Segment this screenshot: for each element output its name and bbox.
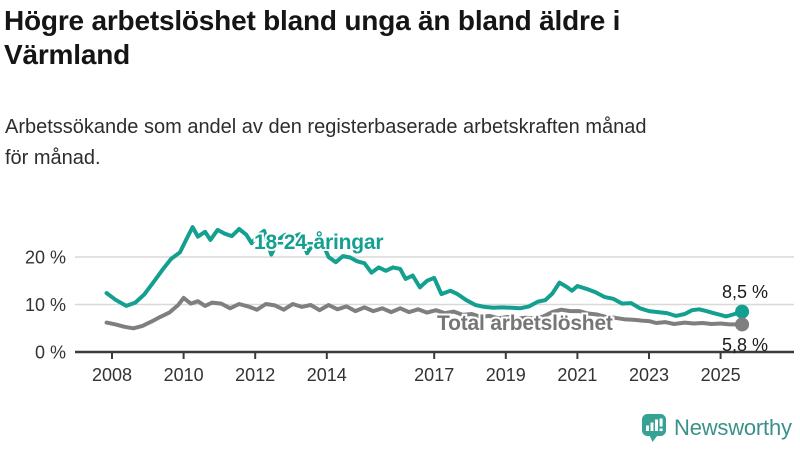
total-unemployment-line (104, 295, 745, 331)
newsworthy-logo: Newsworthy (641, 413, 792, 442)
total-series-label: Total arbetslöshet (437, 312, 613, 335)
x-tick-label: 2021 (557, 365, 597, 385)
total-end-dot (735, 317, 750, 332)
y-tick-label: 10 % (25, 295, 66, 315)
x-tick-label: 2010 (164, 365, 204, 385)
brand-name: Newsworthy (674, 414, 792, 440)
subtitle-line-1: Arbetssökande som andel av den registerb… (5, 116, 647, 138)
y-tick-label: 0 % (35, 343, 66, 363)
youth-end-value-label: 8,5 % (722, 282, 768, 302)
x-tick-label: 2008 (92, 365, 132, 385)
total-end-value-label: 5,8 % (722, 335, 768, 355)
newsworthy-bubble-chart-icon (642, 414, 666, 442)
title-line-1: Högre arbetslöshet bland unga än bland ä… (4, 5, 621, 36)
x-tick-label: 2025 (701, 365, 741, 385)
x-tick-label: 2017 (414, 365, 454, 385)
y-tick-label: 20 % (25, 248, 66, 268)
chart-subtitle: Arbetssökande som andel av den registerb… (5, 112, 795, 174)
youth-end-dot (735, 304, 750, 319)
page-title: Högre arbetslöshet bland unga än bland ä… (4, 4, 774, 72)
subtitle-line-2: för månad. (5, 147, 101, 169)
youth-series-label: 18-24-åringar (254, 231, 383, 254)
x-tick-label: 2019 (486, 365, 526, 385)
x-tick-label: 2023 (629, 365, 669, 385)
youth-unemployment-line (104, 225, 745, 319)
x-tick-label: 2014 (307, 365, 347, 385)
x-tick-label: 2012 (235, 365, 275, 385)
title-line-2: Värmland (4, 39, 130, 70)
